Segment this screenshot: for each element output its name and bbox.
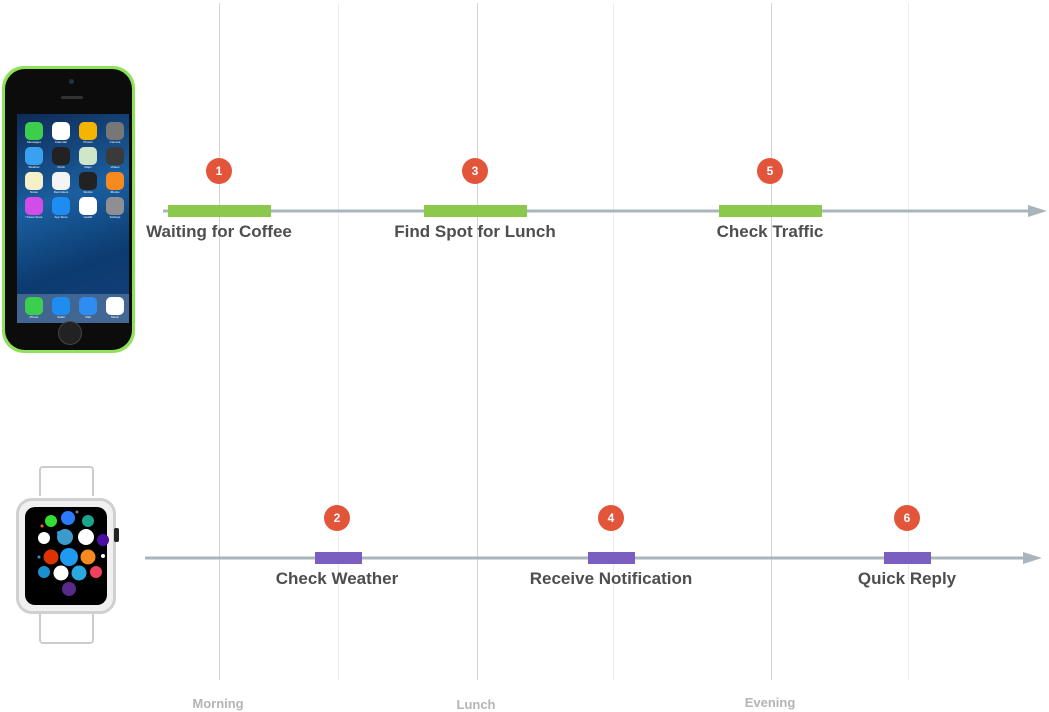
phone-activity-label: Waiting for Coffee bbox=[146, 222, 292, 241]
time-label-lunch: Lunch bbox=[456, 697, 496, 712]
app-label: iTunes Store bbox=[25, 215, 43, 219]
app-label: Weather bbox=[28, 165, 40, 169]
time-label-evening: Evening bbox=[744, 695, 796, 710]
watch-app-icon bbox=[45, 515, 57, 527]
app-label: Videos bbox=[110, 165, 120, 169]
phone-home-screen: Messages Calendar Photos Camera Weather Clock… bbox=[17, 114, 129, 323]
iphone-device-icon: Messages Calendar Photos Camera Weather Clock… bbox=[2, 66, 135, 353]
watch-app-icon bbox=[53, 565, 69, 581]
watch-app-grid bbox=[25, 507, 109, 605]
dock-app-icon: Safari bbox=[48, 297, 74, 323]
watch-app-icon bbox=[38, 566, 50, 578]
watch-app-icon bbox=[97, 534, 109, 546]
app-label: Stocks bbox=[83, 190, 93, 194]
app-icon: Maps bbox=[75, 147, 101, 170]
app-label: App Store bbox=[54, 215, 68, 219]
watch-activity-label: Receive Notification bbox=[529, 569, 693, 588]
phone-activity-bar bbox=[424, 205, 527, 217]
watch-app-icon bbox=[38, 532, 50, 544]
phone-step-marker: 3 bbox=[462, 158, 488, 184]
app-icon: Messages bbox=[21, 122, 47, 145]
app-icon: iTunes Store bbox=[21, 197, 47, 220]
watch-activity-bar bbox=[884, 552, 931, 564]
phone-step-marker: 5 bbox=[757, 158, 783, 184]
app-label: Camera bbox=[109, 140, 121, 144]
watch-app-icon bbox=[43, 549, 59, 565]
app-icon: Camera bbox=[102, 122, 128, 145]
watch-app-icon bbox=[57, 529, 73, 545]
app-icon: App Store bbox=[48, 197, 74, 220]
watch-app-icon bbox=[80, 549, 96, 565]
watch-app-icon bbox=[90, 566, 102, 578]
phone-dock: Phone Safari Mail Music bbox=[17, 294, 129, 323]
phone-axis-arrowhead bbox=[1028, 205, 1047, 217]
app-icon: Stocks bbox=[75, 172, 101, 195]
app-label: Clock bbox=[57, 165, 65, 169]
app-label: Calendar bbox=[54, 140, 68, 144]
watch-activity-bar bbox=[315, 552, 362, 564]
app-label: Reminders bbox=[53, 190, 69, 194]
watch-app-icon bbox=[61, 511, 75, 525]
phone-activity-label: Check Traffic bbox=[716, 222, 824, 241]
phone-step-marker: 1 bbox=[206, 158, 232, 184]
dock-app-icon: Mail bbox=[75, 297, 101, 323]
apple-watch-device-icon bbox=[14, 466, 119, 646]
app-label: Mail bbox=[85, 315, 91, 319]
camera-icon bbox=[69, 79, 74, 84]
app-icon: Settings bbox=[102, 197, 128, 220]
phone-activity-bar bbox=[168, 205, 271, 217]
app-label: Phone bbox=[29, 315, 39, 319]
watch-app-icon bbox=[75, 510, 79, 514]
watch-axis-arrowhead bbox=[1023, 552, 1042, 564]
app-icon: Health bbox=[75, 197, 101, 220]
watch-activity-label: Quick Reply bbox=[857, 569, 957, 588]
app-label: Settings bbox=[109, 215, 121, 219]
app-label: Notes bbox=[30, 190, 38, 194]
home-button-icon bbox=[58, 321, 82, 345]
dock-app-icon: Music bbox=[102, 297, 128, 323]
watch-activity-bar bbox=[588, 552, 635, 564]
app-icon: Photos bbox=[75, 122, 101, 145]
app-label: iBooks bbox=[110, 190, 120, 194]
app-icon: iBooks bbox=[102, 172, 128, 195]
time-label-morning: Morning bbox=[192, 696, 244, 711]
app-label: Photos bbox=[83, 140, 93, 144]
phone-activity-bar bbox=[719, 205, 822, 217]
app-icon: Clock bbox=[48, 147, 74, 170]
watch-app-icon bbox=[78, 529, 94, 545]
app-label: Health bbox=[83, 215, 93, 219]
phone-activity-label: Find Spot for Lunch bbox=[394, 222, 556, 241]
watch-step-marker: 2 bbox=[324, 505, 350, 531]
watch-app-icon bbox=[60, 548, 78, 566]
digital-crown-icon bbox=[114, 528, 119, 542]
app-icon: Calendar bbox=[48, 122, 74, 145]
app-icon: Notes bbox=[21, 172, 47, 195]
app-label: Messages bbox=[27, 140, 41, 144]
app-label: Safari bbox=[57, 315, 65, 319]
dock-app-icon: Phone bbox=[21, 297, 47, 323]
app-icon: Reminders bbox=[48, 172, 74, 195]
speaker-icon bbox=[61, 96, 83, 99]
watch-app-icon bbox=[37, 555, 41, 559]
watch-step-marker: 4 bbox=[598, 505, 624, 531]
app-label: Music bbox=[111, 315, 119, 319]
watch-activity-label: Check Weather bbox=[275, 569, 399, 588]
watch-app-icon bbox=[82, 515, 94, 527]
watch-step-marker: 6 bbox=[894, 505, 920, 531]
watch-app-icon bbox=[71, 565, 87, 581]
watch-app-icon bbox=[62, 582, 76, 596]
app-icon: Weather bbox=[21, 147, 47, 170]
app-label: Maps bbox=[84, 165, 92, 169]
watch-app-icon bbox=[40, 524, 44, 528]
watch-app-icon bbox=[101, 554, 105, 558]
app-icon: Videos bbox=[102, 147, 128, 170]
